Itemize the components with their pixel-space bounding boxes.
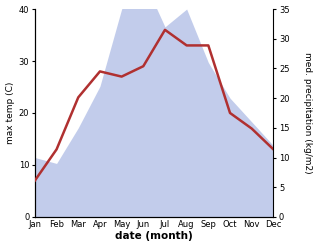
X-axis label: date (month): date (month)	[115, 231, 193, 242]
Y-axis label: med. precipitation (kg/m2): med. precipitation (kg/m2)	[303, 52, 313, 174]
Y-axis label: max temp (C): max temp (C)	[5, 82, 15, 144]
